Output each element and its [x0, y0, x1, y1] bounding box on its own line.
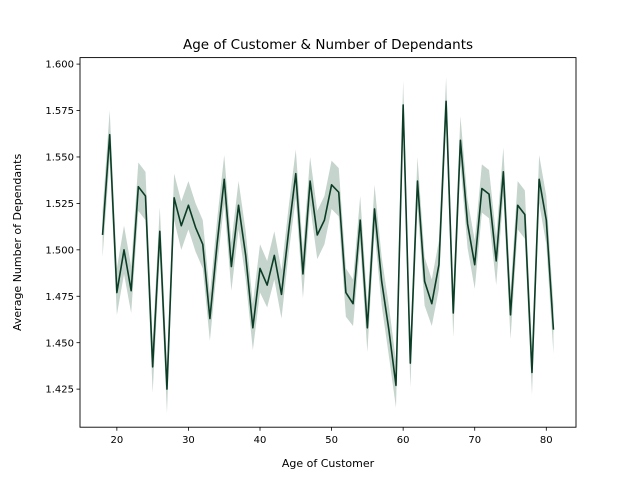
x-axis-label: Age of Customer [282, 457, 375, 470]
y-tick-label: 1.525 [45, 199, 74, 210]
data-point [273, 254, 275, 256]
data-point [166, 388, 168, 390]
data-point [431, 302, 433, 304]
data-point [516, 204, 518, 206]
data-point [466, 223, 468, 225]
data-point [202, 243, 204, 245]
data-point [552, 328, 554, 330]
data-point [531, 371, 533, 373]
y-axis: 1.425 1.450 1.475 1.500 1.525 1.550 1.575 1.600 [45, 60, 80, 396]
data-point [502, 171, 504, 173]
x-tick-label: 40 [254, 435, 267, 446]
data-point [380, 280, 382, 282]
data-point [123, 249, 125, 251]
data-point [237, 204, 239, 206]
data-point [252, 327, 254, 329]
data-point [409, 362, 411, 364]
y-tick-label: 1.500 [45, 245, 74, 256]
data-point [481, 187, 483, 189]
data-point [116, 291, 118, 293]
data-point [144, 195, 146, 197]
chart-title: Age of Customer & Number of Dependants [183, 37, 473, 53]
data-point [373, 208, 375, 210]
data-point [223, 178, 225, 180]
data-point [509, 314, 511, 316]
x-tick-label: 60 [397, 435, 410, 446]
data-point [180, 224, 182, 226]
data-point [244, 254, 246, 256]
data-point [495, 260, 497, 262]
data-point [173, 197, 175, 199]
x-tick-label: 80 [540, 435, 553, 446]
data-point [230, 265, 232, 267]
plot-marks [101, 77, 555, 414]
data-point [302, 273, 304, 275]
y-tick-label: 1.550 [45, 153, 74, 164]
x-tick-label: 70 [468, 435, 481, 446]
data-point [266, 284, 268, 286]
data-point [402, 104, 404, 106]
data-point [345, 291, 347, 293]
x-tick-label: 30 [182, 435, 195, 446]
data-point [359, 219, 361, 221]
data-point [330, 184, 332, 186]
data-point [109, 133, 111, 135]
data-point [452, 312, 454, 314]
data-point [309, 180, 311, 182]
data-point [388, 328, 390, 330]
data-point [538, 178, 540, 180]
confidence-band [102, 77, 554, 414]
y-axis-label: Average Number of Dependants [11, 154, 24, 331]
data-point [280, 293, 282, 295]
data-point [416, 180, 418, 182]
data-point [187, 204, 189, 206]
data-point [474, 263, 476, 265]
data-point [194, 226, 196, 228]
data-point [259, 267, 261, 269]
y-tick-label: 1.450 [45, 338, 74, 349]
x-axis: 20 30 40 50 60 70 80 [110, 427, 553, 446]
data-point [545, 219, 547, 221]
data-point [423, 280, 425, 282]
data-point [151, 366, 153, 368]
x-tick-label: 20 [110, 435, 123, 446]
data-point [209, 317, 211, 319]
data-point [323, 219, 325, 221]
data-point [216, 243, 218, 245]
series-line [101, 100, 555, 390]
data-point [137, 185, 139, 187]
y-tick-label: 1.575 [45, 106, 74, 117]
data-point [395, 384, 397, 386]
y-tick-label: 1.600 [45, 60, 74, 71]
data-point [352, 302, 354, 304]
data-point [445, 100, 447, 102]
plot-frame [79, 57, 577, 428]
x-tick-label: 50 [325, 435, 338, 446]
data-point [316, 234, 318, 236]
data-point [438, 263, 440, 265]
y-tick-label: 1.475 [45, 292, 74, 303]
data-point [287, 230, 289, 232]
data-point [524, 213, 526, 215]
data-point [159, 230, 161, 232]
data-point [101, 234, 103, 236]
data-point [459, 139, 461, 141]
data-point [488, 193, 490, 195]
y-tick-label: 1.425 [45, 385, 74, 396]
data-point [338, 191, 340, 193]
data-point [366, 327, 368, 329]
data-point [130, 289, 132, 291]
data-point [295, 172, 297, 174]
